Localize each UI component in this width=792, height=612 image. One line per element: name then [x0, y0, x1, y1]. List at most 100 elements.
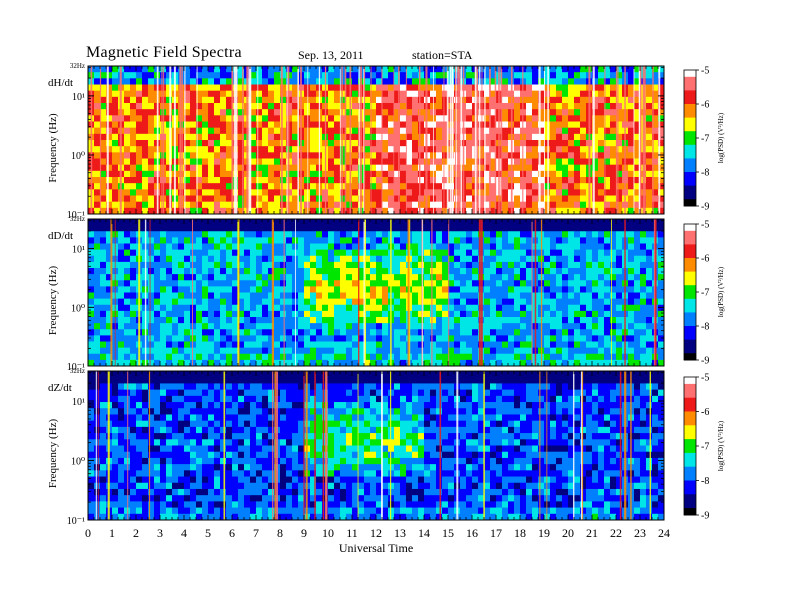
spectrogram-cell: [268, 195, 275, 203]
spectrogram-cell: [478, 96, 485, 104]
spectrogram-cell: [124, 207, 131, 215]
spectrogram-cell: [502, 78, 509, 85]
spectrogram-cell: [442, 274, 449, 281]
spectrogram-cell: [130, 72, 137, 79]
spectrogram-cell: [328, 292, 335, 300]
spectrogram-cell: [352, 237, 359, 244]
spectrogram-cell: [574, 298, 581, 306]
spectrogram-cell: [466, 103, 473, 110]
spectrogram-cell: [268, 329, 275, 336]
spectrogram-cell: [280, 317, 287, 324]
spectrogram-cell: [202, 274, 209, 281]
spectrogram-cell: [418, 219, 425, 226]
spectrogram-cell: [412, 127, 419, 135]
spectrogram-cell: [472, 310, 479, 318]
spectrogram-cell: [568, 237, 575, 244]
spectrogram-cell: [256, 96, 263, 104]
spectrogram-cell: [472, 268, 479, 275]
spectrogram-cell: [592, 280, 599, 287]
spectrogram-cell: [412, 207, 419, 215]
colorbar-swatch: [684, 160, 696, 164]
spectrogram-cell: [238, 121, 245, 129]
spectrogram-cell: [214, 66, 221, 73]
spectrogram-cell: [280, 231, 287, 238]
spectrogram-cell: [292, 103, 299, 110]
spectrogram-cell: [592, 140, 599, 147]
spectrogram-cell: [124, 183, 131, 190]
spectrogram-cell: [364, 66, 371, 73]
spectrogram-cell: [256, 121, 263, 129]
spectrogram-cell: [580, 225, 587, 232]
spectrogram-cell: [532, 170, 539, 178]
spectrogram-cell: [598, 261, 605, 269]
spectrogram-cell: [328, 152, 335, 159]
spectrogram-cell: [94, 72, 101, 79]
spectrogram-cell: [484, 177, 491, 184]
spectrogram-cell: [424, 353, 431, 361]
spectrogram-cell: [154, 274, 161, 281]
spectrogram-cell: [616, 121, 623, 129]
spectrogram-cell: [400, 78, 407, 85]
spectrogram-cell: [304, 329, 311, 336]
spectrogram-cell: [346, 90, 353, 98]
spectrogram-cell: [370, 298, 377, 306]
spectrogram-cell: [562, 158, 569, 166]
spectrogram-cell: [106, 84, 113, 92]
spectrogram-cell: [196, 78, 203, 85]
spectrogram-cell: [652, 189, 659, 196]
spectrogram-cell: [502, 152, 509, 159]
spectrogram-cell: [634, 115, 641, 122]
spectrogram-cell: [100, 96, 107, 104]
spectrogram-cell: [280, 323, 287, 330]
spectrogram-cell: [466, 286, 473, 293]
spectrogram-cell: [526, 103, 533, 110]
spectrogram-cell: [358, 292, 365, 300]
spectrogram-cell: [250, 274, 257, 281]
spectrogram-cell: [220, 298, 227, 306]
spectrogram-cell: [598, 90, 605, 98]
spectrogram-cell: [238, 164, 245, 172]
spectrogram-cell: [310, 341, 317, 349]
spectrogram-cell: [556, 347, 563, 355]
spectrogram-cell: [376, 189, 383, 196]
spectrogram-cell: [532, 164, 539, 172]
spectrogram-cell: [280, 164, 287, 172]
spectrogram-cell: [472, 261, 479, 269]
spectrogram-cell: [442, 323, 449, 330]
spectrogram-cell: [214, 158, 221, 166]
spectrogram-cell: [280, 201, 287, 209]
spectrogram-cell: [418, 323, 425, 330]
spectrogram-cell: [208, 152, 215, 159]
spectrogram-cell: [316, 323, 323, 330]
spectrogram-cell: [646, 78, 653, 85]
spectrogram-cell: [520, 261, 527, 269]
spectrogram-cell: [154, 231, 161, 238]
chart-title: Magnetic Field Spectra: [86, 44, 242, 61]
spectrogram-cell: [196, 231, 203, 238]
spectrogram-cell: [364, 292, 371, 300]
spectrogram-cell: [514, 255, 521, 263]
spectrogram-cell: [508, 255, 515, 263]
spectrogram-cell: [442, 146, 449, 153]
spectrogram-cell: [400, 201, 407, 209]
spectrogram-cell: [292, 164, 299, 172]
spectrogram-cell: [508, 231, 515, 238]
spectrogram-cell: [580, 121, 587, 129]
spectrogram-cell: [166, 341, 173, 349]
spectrogram-cell: [244, 286, 251, 293]
spectrogram-cell: [340, 177, 347, 184]
spectrogram-cell: [208, 255, 215, 263]
spectrogram-cell: [202, 90, 209, 98]
spectrogram-cell: [304, 158, 311, 166]
spectrogram-cell: [322, 219, 329, 226]
spectrogram-cell: [490, 189, 497, 196]
spectrogram-cell: [196, 237, 203, 244]
spectrogram-cell: [544, 292, 551, 300]
spectrogram-cell: [166, 323, 173, 330]
spectrogram-cell: [100, 133, 107, 141]
spectrogram-cell: [202, 243, 209, 251]
spectrogram-cell: [322, 341, 329, 349]
spectrogram-cell: [544, 177, 551, 184]
spectrogram-cell: [610, 225, 617, 232]
